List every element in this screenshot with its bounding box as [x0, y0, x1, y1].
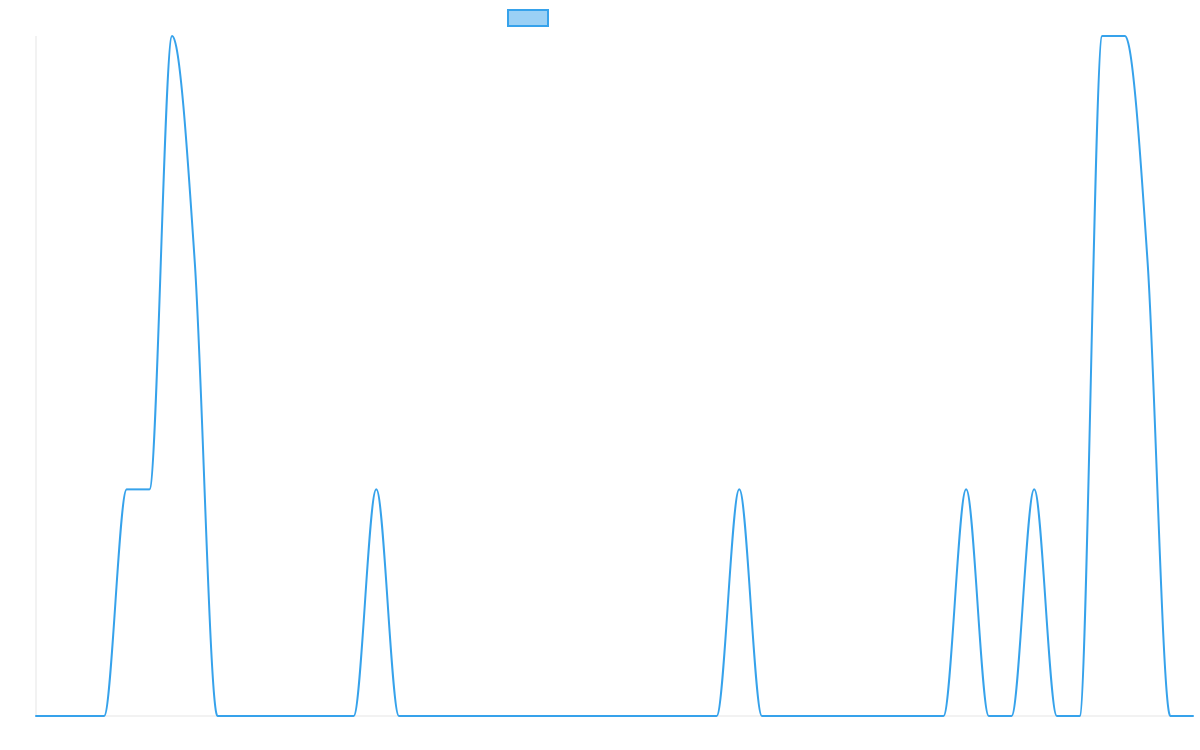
series-line-0: [35, 35, 1194, 717]
legend[interactable]: [507, 9, 549, 27]
legend-swatch[interactable]: [507, 9, 549, 27]
series-layer: [35, 35, 1194, 717]
